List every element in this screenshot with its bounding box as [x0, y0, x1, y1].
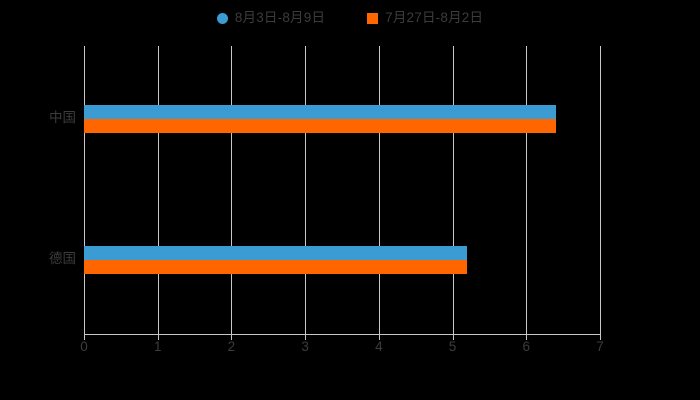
legend-item-series-0[interactable]: 8月3日-8月9日: [216, 10, 326, 26]
x-axis-tick: [452, 335, 454, 340]
square-marker-icon: [367, 12, 379, 24]
legend-item-series-1[interactable]: 7月27日-8月2日: [367, 11, 483, 25]
bar[interactable]: [84, 119, 556, 133]
plot-area: [84, 46, 601, 334]
gridline: [157, 46, 159, 334]
chart-legend: 8月3日-8月9日 7月27日-8月2日: [0, 6, 700, 30]
x-axis-tick: [157, 335, 159, 340]
y-axis-category-label: 德国: [49, 251, 76, 266]
gridline: [378, 46, 380, 334]
gridline: [452, 46, 454, 334]
x-axis-line: [84, 334, 601, 335]
legend-label-series-0: 8月3日-8月9日: [234, 10, 326, 26]
bar[interactable]: [84, 246, 468, 260]
gridline: [84, 46, 85, 334]
circle-marker-icon: [216, 12, 228, 24]
gridline: [305, 46, 307, 334]
bar[interactable]: [84, 105, 556, 119]
x-axis-tick-label: 4: [375, 339, 383, 354]
x-axis-tick-label: 7: [596, 339, 604, 354]
x-axis-tick: [305, 335, 307, 340]
x-axis-tick-label: 6: [522, 339, 531, 354]
x-axis-tick: [526, 335, 528, 340]
gridline: [600, 46, 601, 334]
legend-label-series-1: 7月27日-8月2日: [385, 10, 484, 26]
x-axis-tick: [84, 335, 85, 340]
x-axis-tick-label: 2: [227, 339, 236, 354]
x-axis-tick-label: 3: [301, 339, 309, 354]
gridline: [526, 46, 528, 334]
y-axis-category-label: 中国: [49, 110, 76, 125]
x-axis-tick-label: 5: [448, 339, 457, 354]
x-axis-tick: [378, 335, 380, 340]
x-axis-tick-label: 1: [153, 339, 162, 354]
gridline: [231, 46, 233, 334]
bar[interactable]: [84, 260, 468, 274]
x-axis-tick: [600, 335, 601, 340]
x-axis-tick: [231, 335, 233, 340]
x-axis-tick-label: 0: [80, 339, 88, 354]
